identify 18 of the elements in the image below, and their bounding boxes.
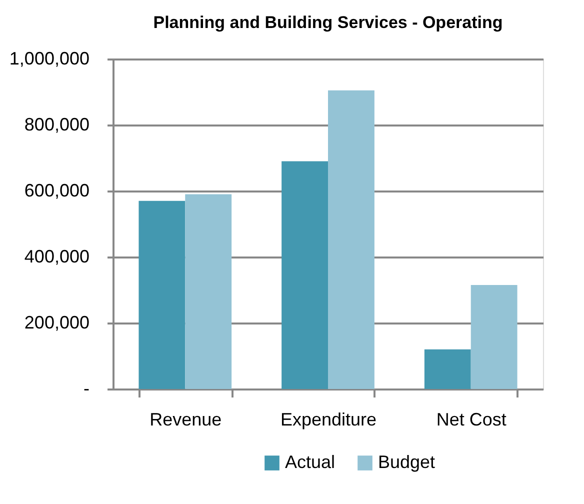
bar xyxy=(138,200,186,389)
x-tick-label: Net Cost xyxy=(436,410,506,430)
bar xyxy=(282,161,328,389)
legend-label: Budget xyxy=(378,452,436,472)
bar xyxy=(185,194,232,389)
y-tick-label: 1,000,000 xyxy=(9,48,90,68)
y-tick-label: 600,000 xyxy=(24,180,90,200)
y-tick-label: 200,000 xyxy=(24,312,90,332)
bar xyxy=(328,90,374,389)
y-tick-label: 800,000 xyxy=(24,114,90,134)
chart-title: Planning and Building Services - Operating xyxy=(153,13,503,32)
y-tick-label: 400,000 xyxy=(24,246,90,266)
legend-label: Actual xyxy=(285,452,336,472)
bar xyxy=(470,285,518,389)
x-tick-label: Expenditure xyxy=(280,410,377,430)
bar xyxy=(424,349,471,389)
x-tick-label: Revenue xyxy=(150,410,222,430)
y-tick-label: - xyxy=(84,378,90,398)
